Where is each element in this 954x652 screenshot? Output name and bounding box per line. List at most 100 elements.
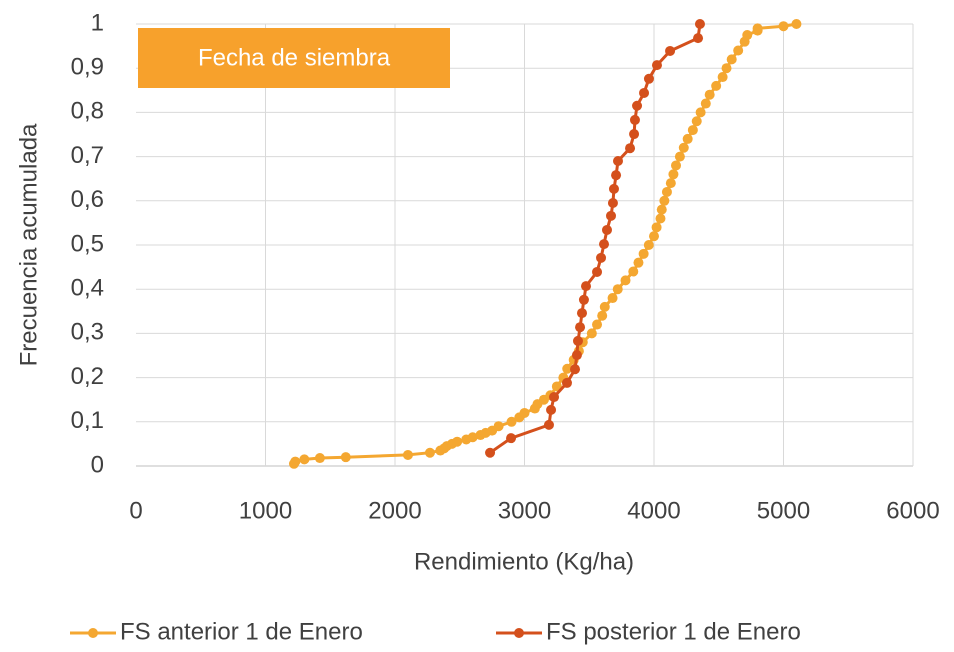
data-point — [612, 284, 623, 295]
data-point — [678, 142, 689, 153]
data-point — [687, 125, 698, 136]
data-point — [570, 364, 581, 375]
data-point — [562, 363, 573, 374]
data-point — [629, 114, 640, 125]
data-point — [596, 252, 607, 263]
data-point — [506, 433, 517, 444]
data-point — [643, 240, 654, 250]
data-point — [611, 170, 622, 181]
data-point — [778, 21, 789, 32]
data-point — [402, 449, 413, 460]
data-point — [625, 143, 636, 154]
data-point — [791, 19, 802, 29]
data-point — [691, 116, 702, 127]
data-point — [506, 416, 517, 427]
data-point — [656, 204, 667, 215]
data-point — [671, 160, 682, 171]
data-point — [639, 87, 650, 98]
data-point — [592, 266, 603, 277]
data-point — [575, 322, 586, 333]
data-point — [661, 186, 672, 197]
data-point — [665, 45, 676, 56]
data-point — [643, 73, 654, 84]
data-point — [290, 456, 301, 467]
data-point — [638, 248, 649, 259]
data-point — [629, 129, 640, 140]
data-point — [665, 178, 676, 189]
data-point — [576, 308, 587, 319]
data-point — [633, 257, 644, 268]
data-point — [606, 210, 617, 221]
data-point — [546, 404, 557, 415]
data-point — [599, 239, 610, 250]
data-point — [519, 407, 530, 418]
y-tick-label: 0,5 — [71, 230, 104, 257]
data-point — [721, 63, 732, 74]
data-point — [700, 98, 711, 109]
data-point — [704, 89, 715, 100]
x-tick-label: 0 — [129, 497, 142, 524]
annotation: Fecha de siembra — [198, 44, 391, 71]
x-tick-label: 6000 — [886, 497, 939, 524]
data-point — [452, 436, 463, 447]
y-tick-label: 0,2 — [71, 363, 104, 390]
data-point — [485, 447, 496, 458]
data-point — [628, 266, 639, 277]
data-point — [668, 169, 679, 180]
data-point — [549, 392, 560, 403]
data-point — [561, 377, 572, 388]
data-point — [493, 421, 504, 432]
data-point — [733, 45, 744, 56]
data-point — [620, 275, 631, 286]
data-point — [742, 30, 753, 41]
data-point — [711, 80, 722, 91]
legend-label: FS anterior 1 de Enero — [120, 618, 363, 645]
data-point — [694, 19, 705, 29]
data-point — [695, 107, 706, 118]
data-point — [599, 301, 610, 312]
y-tick-label: 0,6 — [71, 186, 104, 213]
data-point — [608, 183, 619, 194]
data-point — [551, 381, 562, 392]
x-tick-label: 2000 — [368, 497, 421, 524]
data-point — [612, 156, 623, 167]
y-tick-label: 0,4 — [71, 275, 104, 302]
legend-marker — [514, 628, 524, 638]
data-point — [659, 195, 670, 206]
data-point — [299, 454, 310, 465]
data-point — [649, 231, 659, 242]
data-point — [655, 213, 666, 224]
data-point — [717, 72, 728, 83]
y-tick-label: 1 — [91, 9, 104, 36]
x-tick-label: 5000 — [757, 497, 810, 524]
data-point — [632, 100, 643, 111]
data-point — [586, 328, 597, 339]
x-axis-label: Rendimiento (Kg/ha) — [414, 548, 634, 575]
data-point — [693, 33, 704, 44]
data-point — [651, 60, 662, 71]
data-point — [543, 419, 554, 430]
data-point — [607, 198, 618, 209]
y-tick-label: 0,7 — [71, 142, 104, 169]
data-point — [674, 151, 685, 162]
data-point — [682, 133, 693, 144]
y-tick-label: 0,1 — [71, 407, 104, 434]
data-point — [467, 432, 478, 443]
legend-label: FS posterior 1 de Enero — [546, 618, 801, 645]
data-point — [752, 23, 763, 34]
legend-marker — [88, 628, 98, 638]
x-tick-label: 3000 — [498, 497, 551, 524]
data-point — [597, 310, 608, 321]
x-tick-label: 4000 — [627, 497, 680, 524]
data-point — [592, 319, 603, 330]
y-tick-label: 0 — [91, 451, 104, 478]
data-point — [578, 294, 589, 305]
data-point — [651, 222, 662, 233]
data-point — [581, 281, 592, 292]
y-axis-label: Frecuencia acumulada — [15, 123, 42, 366]
data-point — [340, 452, 351, 463]
data-point — [424, 447, 435, 458]
data-point — [607, 293, 618, 304]
x-tick-label: 1000 — [239, 497, 292, 524]
